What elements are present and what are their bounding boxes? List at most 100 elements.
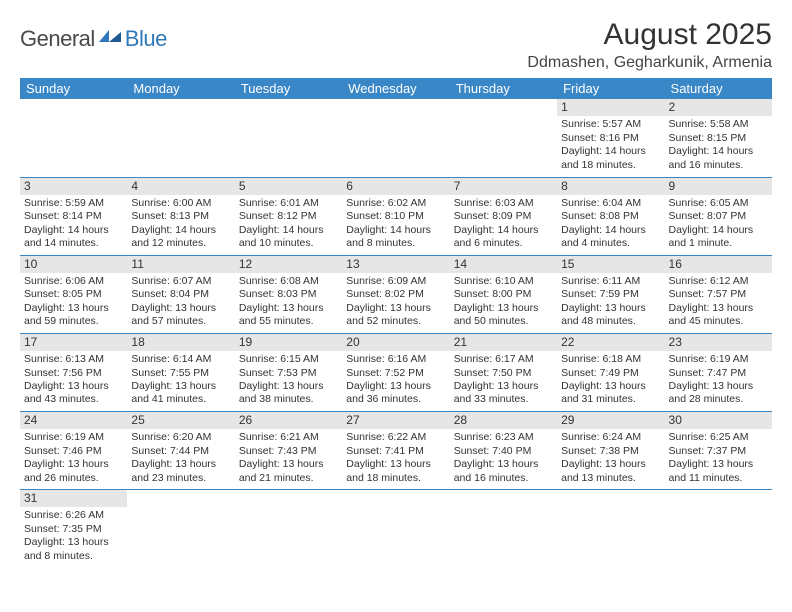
calendar-day-cell xyxy=(557,489,664,567)
daylight-text: Daylight: 14 hours and 12 minutes. xyxy=(131,224,230,251)
weekday-header: Saturday xyxy=(665,78,772,99)
daylight-text: Daylight: 13 hours and 11 minutes. xyxy=(669,458,768,485)
calendar-week-row: 24Sunrise: 6:19 AMSunset: 7:46 PMDayligh… xyxy=(20,411,772,489)
calendar-day-cell: 19Sunrise: 6:15 AMSunset: 7:53 PMDayligh… xyxy=(235,333,342,411)
weekday-header: Wednesday xyxy=(342,78,449,99)
day-number: 13 xyxy=(342,256,449,273)
daylight-text: Daylight: 13 hours and 23 minutes. xyxy=(131,458,230,485)
sunrise-text: Sunrise: 6:13 AM xyxy=(24,353,123,366)
sunrise-text: Sunrise: 6:14 AM xyxy=(131,353,230,366)
day-number: 21 xyxy=(450,334,557,351)
calendar-day-cell xyxy=(127,99,234,177)
sunrise-text: Sunrise: 6:19 AM xyxy=(669,353,768,366)
day-number: 29 xyxy=(557,412,664,429)
sunrise-text: Sunrise: 6:25 AM xyxy=(669,431,768,444)
sunset-text: Sunset: 8:02 PM xyxy=(346,288,445,301)
daylight-text: Daylight: 13 hours and 18 minutes. xyxy=(346,458,445,485)
daylight-text: Daylight: 13 hours and 59 minutes. xyxy=(24,302,123,329)
sunset-text: Sunset: 7:55 PM xyxy=(131,367,230,380)
calendar-day-cell: 6Sunrise: 6:02 AMSunset: 8:10 PMDaylight… xyxy=(342,177,449,255)
logo-flag-icon xyxy=(97,28,123,51)
day-number: 20 xyxy=(342,334,449,351)
sunrise-text: Sunrise: 6:05 AM xyxy=(669,197,768,210)
daylight-text: Daylight: 13 hours and 38 minutes. xyxy=(239,380,338,407)
calendar-day-cell: 23Sunrise: 6:19 AMSunset: 7:47 PMDayligh… xyxy=(665,333,772,411)
calendar-day-cell xyxy=(127,489,234,567)
daylight-text: Daylight: 13 hours and 33 minutes. xyxy=(454,380,553,407)
calendar-body: 1 Sunrise: 5:57 AMSunset: 8:16 PM Daylight… xyxy=(20,99,772,567)
calendar-day-cell: 17Sunrise: 6:13 AMSunset: 7:56 PMDayligh… xyxy=(20,333,127,411)
sunrise-text: Sunrise: 5:58 AM xyxy=(669,118,768,131)
sunrise-text: Sunrise: 6:19 AM xyxy=(24,431,123,444)
day-number: 3 xyxy=(20,178,127,195)
sunrise-text: Sunrise: 6:16 AM xyxy=(346,353,445,366)
sunset-text: Sunset: 8:08 PM xyxy=(561,210,660,223)
day-number: 28 xyxy=(450,412,557,429)
sunrise-text: Sunrise: 5:57 AM xyxy=(561,118,660,131)
sunset-text: Sunset: 7:37 PM xyxy=(669,445,768,458)
sunset-text: Sunset: 7:38 PM xyxy=(561,445,660,458)
sunset-text: Sunset: 7:44 PM xyxy=(131,445,230,458)
calendar-day-cell: 15Sunrise: 6:11 AMSunset: 7:59 PMDayligh… xyxy=(557,255,664,333)
daylight-text: Daylight: 13 hours and 55 minutes. xyxy=(239,302,338,329)
calendar-day-cell: 9Sunrise: 6:05 AMSunset: 8:07 PMDaylight… xyxy=(665,177,772,255)
day-number: 31 xyxy=(20,490,127,507)
day-number: 9 xyxy=(665,178,772,195)
daylight-text: Daylight: 13 hours and 16 minutes. xyxy=(454,458,553,485)
calendar-day-cell: 11Sunrise: 6:07 AMSunset: 8:04 PMDayligh… xyxy=(127,255,234,333)
weekday-header: Monday xyxy=(127,78,234,99)
day-number: 5 xyxy=(235,178,342,195)
day-number: 15 xyxy=(557,256,664,273)
calendar-week-row: 17Sunrise: 6:13 AMSunset: 7:56 PMDayligh… xyxy=(20,333,772,411)
sunset-text: Sunset: 8:10 PM xyxy=(346,210,445,223)
day-number: 1 xyxy=(557,99,664,116)
sunset-text: Sunset: 8:14 PM xyxy=(24,210,123,223)
header: General Blue August 2025 Ddmashen, Gegha… xyxy=(20,18,772,72)
day-number: 4 xyxy=(127,178,234,195)
calendar-day-cell: 26Sunrise: 6:21 AMSunset: 7:43 PMDayligh… xyxy=(235,411,342,489)
weekday-header: Sunday xyxy=(20,78,127,99)
calendar-week-row: 1Sunrise: 5:57 AMSunset: 8:16 PMDaylight… xyxy=(20,99,772,177)
sunrise-text: Sunrise: 5:59 AM xyxy=(24,197,123,210)
sunrise-text: Sunrise: 6:07 AM xyxy=(131,275,230,288)
calendar-week-row: 10Sunrise: 6:06 AMSunset: 8:05 PMDayligh… xyxy=(20,255,772,333)
logo-text-general: General xyxy=(20,26,95,52)
day-number: 14 xyxy=(450,256,557,273)
daylight-text: Daylight: 14 hours and 14 minutes. xyxy=(24,224,123,251)
weekday-header: Thursday xyxy=(450,78,557,99)
sunrise-text: Sunrise: 6:11 AM xyxy=(561,275,660,288)
day-number: 26 xyxy=(235,412,342,429)
day-number: 6 xyxy=(342,178,449,195)
daylight-text: Daylight: 13 hours and 52 minutes. xyxy=(346,302,445,329)
daylight-text: Daylight: 13 hours and 36 minutes. xyxy=(346,380,445,407)
daylight-text: Daylight: 14 hours and 10 minutes. xyxy=(239,224,338,251)
sunrise-text: Sunrise: 6:22 AM xyxy=(346,431,445,444)
sunset-text: Sunset: 7:53 PM xyxy=(239,367,338,380)
calendar-day-cell: 14Sunrise: 6:10 AMSunset: 8:00 PMDayligh… xyxy=(450,255,557,333)
calendar-day-cell: 20Sunrise: 6:16 AMSunset: 7:52 PMDayligh… xyxy=(342,333,449,411)
calendar-day-cell: 10Sunrise: 6:06 AMSunset: 8:05 PMDayligh… xyxy=(20,255,127,333)
sunset-text: Sunset: 8:16 PM xyxy=(561,132,660,145)
sunrise-text: Sunrise: 6:12 AM xyxy=(669,275,768,288)
calendar-day-cell xyxy=(235,489,342,567)
sunrise-text: Sunrise: 6:08 AM xyxy=(239,275,338,288)
calendar-day-cell: 16Sunrise: 6:12 AMSunset: 7:57 PMDayligh… xyxy=(665,255,772,333)
sunrise-text: Sunrise: 6:23 AM xyxy=(454,431,553,444)
calendar-day-cell xyxy=(665,489,772,567)
daylight-text: Daylight: 13 hours and 21 minutes. xyxy=(239,458,338,485)
day-number: 16 xyxy=(665,256,772,273)
calendar-day-cell: 22Sunrise: 6:18 AMSunset: 7:49 PMDayligh… xyxy=(557,333,664,411)
calendar-day-cell: 5Sunrise: 6:01 AMSunset: 8:12 PMDaylight… xyxy=(235,177,342,255)
logo: General Blue xyxy=(20,26,167,52)
daylight-text: Daylight: 13 hours and 43 minutes. xyxy=(24,380,123,407)
sunrise-text: Sunrise: 6:06 AM xyxy=(24,275,123,288)
daylight-text: Daylight: 13 hours and 45 minutes. xyxy=(669,302,768,329)
day-number: 17 xyxy=(20,334,127,351)
day-number: 30 xyxy=(665,412,772,429)
daylight-text: Daylight: 14 hours and 6 minutes. xyxy=(454,224,553,251)
sunrise-text: Sunrise: 6:24 AM xyxy=(561,431,660,444)
sunset-text: Sunset: 8:03 PM xyxy=(239,288,338,301)
sunset-text: Sunset: 7:43 PM xyxy=(239,445,338,458)
day-number: 8 xyxy=(557,178,664,195)
weekday-header-row: Sunday Monday Tuesday Wednesday Thursday… xyxy=(20,78,772,99)
